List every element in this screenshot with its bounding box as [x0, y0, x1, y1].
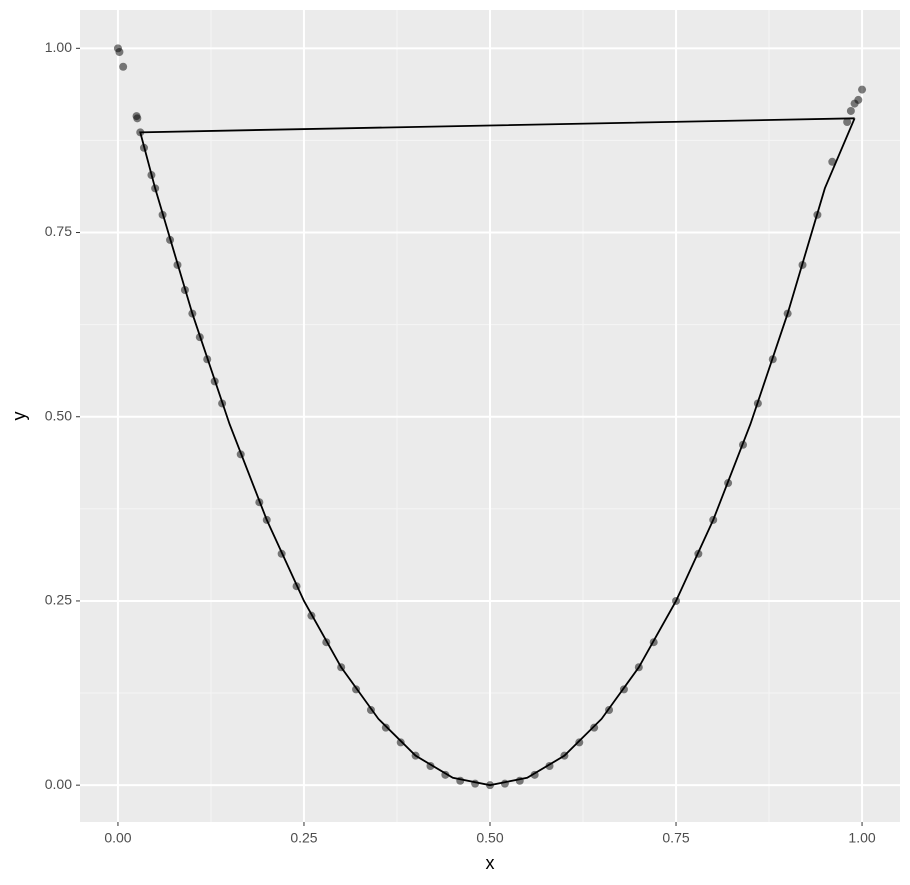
point [846, 106, 855, 115]
point [843, 118, 852, 126]
point [381, 723, 390, 732]
curve-line [139, 117, 856, 787]
point [575, 738, 584, 747]
y-tick-label: 0.25 [45, 592, 72, 608]
point [854, 95, 863, 104]
point [828, 157, 837, 166]
x-tick-label: 1.00 [848, 830, 875, 846]
point [396, 738, 405, 747]
x-axis-title: x [486, 853, 495, 873]
point [133, 114, 142, 123]
point [119, 62, 128, 71]
y-tick-label: 1.00 [45, 39, 72, 55]
x-tick-label: 0.50 [476, 830, 503, 846]
y-axis-title: y [9, 412, 29, 421]
y-tick-label: 0.50 [45, 407, 72, 423]
x-tick-label: 0.25 [290, 830, 317, 846]
point [858, 85, 867, 94]
point [590, 723, 599, 732]
point [115, 48, 124, 56]
marks [113, 44, 867, 790]
y-tick-label: 0.00 [45, 776, 72, 792]
x-tick-label: 0.00 [104, 830, 131, 846]
y-tick-label: 0.75 [45, 223, 72, 239]
x-tick-label: 0.75 [662, 830, 689, 846]
axes: 0.00 0.25 0.50 0.75 1.00 0.00 0.25 0.50 0.75 1.00 [45, 39, 876, 846]
